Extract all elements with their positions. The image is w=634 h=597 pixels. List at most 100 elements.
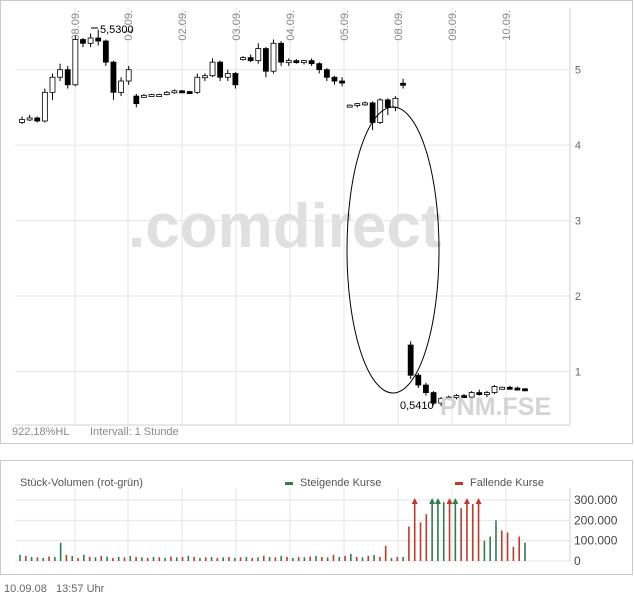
candle	[278, 41, 285, 66]
candle-body	[499, 386, 506, 390]
y-tick-label: 4	[575, 140, 581, 152]
candle-body	[301, 60, 307, 64]
candle-body	[522, 388, 528, 392]
candle-body	[171, 90, 178, 94]
candle	[506, 385, 513, 390]
candle-body	[476, 392, 483, 395]
candle	[171, 89, 178, 94]
candle-body	[445, 396, 452, 400]
candle	[232, 71, 239, 89]
volume-y-tick-labels: 300.000 200.000 100.000 0	[574, 493, 618, 568]
x-tick-label: 01.09.	[123, 10, 135, 41]
candle-body	[278, 42, 285, 63]
candle	[445, 395, 452, 401]
candle-body	[339, 80, 345, 84]
y-tick-label: 3	[575, 216, 581, 228]
candle-body	[49, 76, 56, 93]
info-hl-label: 922,18%HL	[12, 426, 70, 438]
candle	[522, 388, 528, 392]
candle-body	[392, 97, 399, 108]
candle-body	[163, 91, 170, 95]
candle	[400, 78, 406, 89]
candle-body	[362, 102, 368, 106]
candle-body	[483, 392, 490, 395]
volume-overflow-arrow	[452, 498, 459, 504]
volume-title: Stück-Volumen (rot-grün)	[20, 477, 143, 489]
candle-body	[156, 94, 163, 97]
candle-body	[285, 60, 292, 64]
candle-body	[323, 69, 330, 78]
candle-body	[453, 395, 460, 399]
price-grid	[15, 8, 571, 426]
candle	[57, 63, 64, 82]
volume-overflow-arrow	[475, 498, 482, 504]
legend-up-label: Steigende Kurse	[300, 477, 381, 489]
candle-body	[293, 60, 300, 64]
candle-body	[514, 387, 521, 391]
candle-body	[255, 48, 262, 62]
candle	[362, 101, 368, 106]
candle	[407, 341, 414, 380]
candle-body	[179, 90, 185, 94]
candle-body	[41, 91, 48, 122]
candle	[354, 102, 361, 108]
candle	[430, 391, 437, 406]
volume-chart-frame	[0, 460, 633, 575]
price-chart-frame	[0, 0, 633, 444]
candle-body	[217, 61, 224, 78]
candle-body	[87, 37, 94, 44]
x-tick-labels: 08.09. 01.09. 02.09. 03.09. 04.09. 05.09. 08.0…	[70, 10, 513, 41]
y-tick-labels: 1 2 3 4 5	[575, 65, 581, 379]
candle	[346, 104, 353, 108]
x-tick-label: 08.09.	[70, 10, 82, 41]
volume-overflow-arrow	[411, 498, 418, 504]
candle-body	[262, 48, 269, 72]
volume-overflow-arrow	[446, 498, 453, 504]
candle	[202, 73, 208, 82]
volume-overflow-arrow	[463, 498, 470, 504]
legend-down-swatch	[455, 482, 463, 485]
candle-body	[316, 63, 323, 71]
candle	[415, 372, 422, 389]
legend-down-label: Fallende Kurse	[470, 477, 544, 489]
candle-body	[202, 75, 208, 79]
candle	[483, 391, 490, 398]
price-chart: .comdirect 08.09. 01.09. 02.09. 03.09. 04.09…	[0, 0, 633, 444]
candle	[240, 56, 246, 61]
y-tick-label: 5	[575, 65, 581, 77]
x-tick-label: 10.09.	[501, 10, 513, 41]
candle-body	[232, 73, 239, 86]
candle-body	[224, 73, 231, 78]
candle	[80, 38, 86, 48]
x-tick-label: 05.09.	[339, 10, 351, 41]
candle-body	[270, 42, 277, 72]
volume-chart: Stück-Volumen (rot-grün) Steigende Kurse…	[0, 460, 633, 575]
candle	[247, 54, 254, 63]
candle-body	[72, 39, 79, 86]
x-tick-label: 09.09.	[447, 10, 459, 41]
candle	[110, 60, 117, 100]
x-tick-label: 04.09.	[285, 10, 297, 41]
candle-body	[430, 392, 437, 404]
candle-body	[125, 69, 132, 82]
footer: 10.09.08 13:57 Uhr	[4, 583, 104, 595]
candle	[26, 114, 33, 121]
candle-body	[209, 61, 216, 77]
candle-body	[506, 386, 513, 390]
candle	[301, 59, 307, 65]
candle-body	[415, 374, 422, 386]
candle	[95, 29, 102, 46]
candle-body	[64, 69, 71, 86]
candle-body	[438, 398, 445, 404]
candle-body	[186, 91, 193, 94]
footer-date: 10.09.08	[4, 583, 47, 595]
candle	[217, 60, 224, 82]
candle	[72, 35, 79, 87]
y-tick-label: 1	[575, 366, 581, 378]
candle-body	[19, 119, 25, 123]
candle	[141, 93, 147, 98]
candle	[19, 116, 25, 125]
candle-body	[423, 384, 429, 393]
candle-body	[247, 57, 254, 62]
candle	[476, 389, 483, 396]
